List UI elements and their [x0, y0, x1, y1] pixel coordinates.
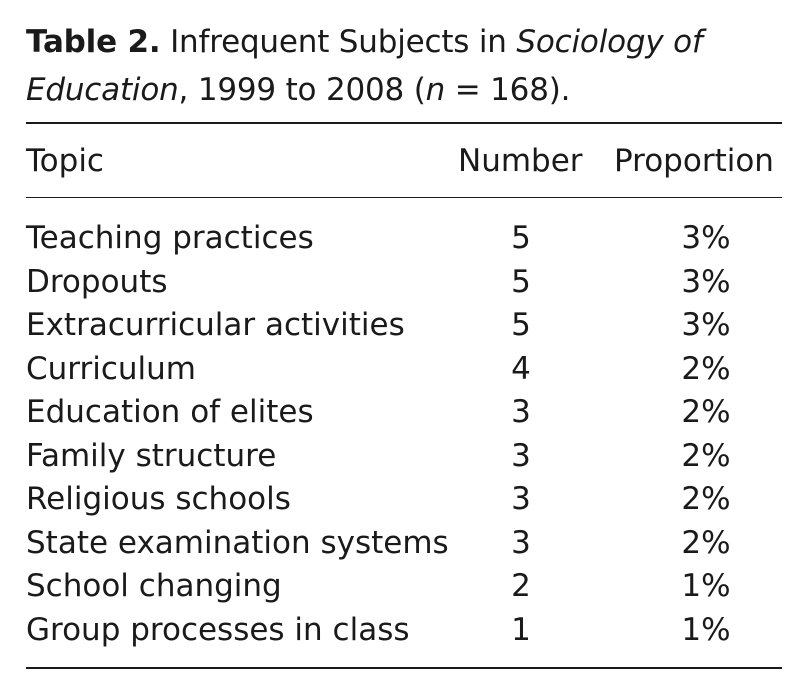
table-body: Teaching practices 5 3% Dropouts 5 3% Ex… [26, 217, 782, 652]
table-row: Curriculum 4 2% [26, 348, 782, 392]
cell-number: 4 [511, 350, 531, 387]
cell-number: 5 [511, 220, 531, 256]
cell-proportion: 2% [681, 437, 731, 474]
cell-proportion: 3% [681, 263, 731, 300]
cell-topic: School changing [26, 568, 282, 604]
header-number: Number [458, 143, 583, 179]
cell-topic: Religious schools [26, 481, 291, 517]
cell-number: 5 [511, 263, 531, 300]
caption-text-2: , 1999 to 2008 ( [178, 72, 426, 108]
cell-proportion: 2% [681, 350, 731, 387]
table-row: Extracurricular activities 5 3% [26, 304, 782, 348]
caption-text-1: Infrequent Subjects in [170, 24, 517, 60]
table-row: Group processes in class 1 1% [26, 609, 782, 653]
cell-number: 3 [511, 524, 531, 561]
cell-topic: Extracurricular activities [26, 307, 405, 343]
table-row: Dropouts 5 3% [26, 261, 782, 305]
cell-topic: Education of elites [26, 394, 314, 430]
table-page: Table 2. Infrequent Subjects in Sociolog… [26, 0, 782, 696]
table-caption: Table 2. Infrequent Subjects in Sociolog… [26, 18, 782, 114]
cell-proportion: 2% [681, 481, 731, 517]
cell-proportion: 3% [681, 220, 731, 256]
cell-topic: Curriculum [26, 350, 197, 387]
cell-topic: Group processes in class [26, 611, 410, 648]
cell-topic: State examination systems [26, 524, 449, 561]
table-header-row: Topic Number Proportion [26, 138, 782, 184]
table-label: Table 2. [26, 24, 161, 60]
table-top-rule [26, 122, 782, 124]
cell-number: 2 [511, 568, 531, 604]
cell-proportion: 2% [681, 394, 731, 430]
cell-topic: Teaching practices [26, 220, 314, 256]
caption-text-3: = 168). [445, 72, 571, 108]
table-row: Education of elites 3 2% [26, 391, 782, 435]
cell-topic: Dropouts [26, 263, 168, 300]
caption-n-symbol: n [425, 72, 446, 108]
cell-proportion: 2% [681, 524, 731, 561]
cell-number: 5 [511, 307, 531, 343]
cell-number: 1 [511, 611, 531, 648]
cell-proportion: 1% [681, 611, 731, 648]
cell-proportion: 3% [681, 307, 731, 343]
table-row: Family structure 3 2% [26, 435, 782, 479]
header-proportion: Proportion [614, 143, 774, 179]
table-row: Teaching practices 5 3% [26, 217, 782, 261]
cell-number: 3 [511, 394, 531, 430]
cell-topic: Family structure [26, 437, 277, 474]
table-bottom-rule [26, 667, 782, 669]
cell-number: 3 [511, 437, 531, 474]
caption-journal-1: Sociology of [516, 24, 703, 60]
table-row: School changing 2 1% [26, 565, 782, 609]
cell-proportion: 1% [681, 568, 731, 604]
caption-journal-2: Education [26, 72, 179, 108]
table-header-rule [26, 197, 782, 198]
header-topic: Topic [26, 143, 104, 179]
table-row: Religious schools 3 2% [26, 478, 782, 522]
cell-number: 3 [511, 481, 531, 517]
table-row: State examination systems 3 2% [26, 522, 782, 566]
